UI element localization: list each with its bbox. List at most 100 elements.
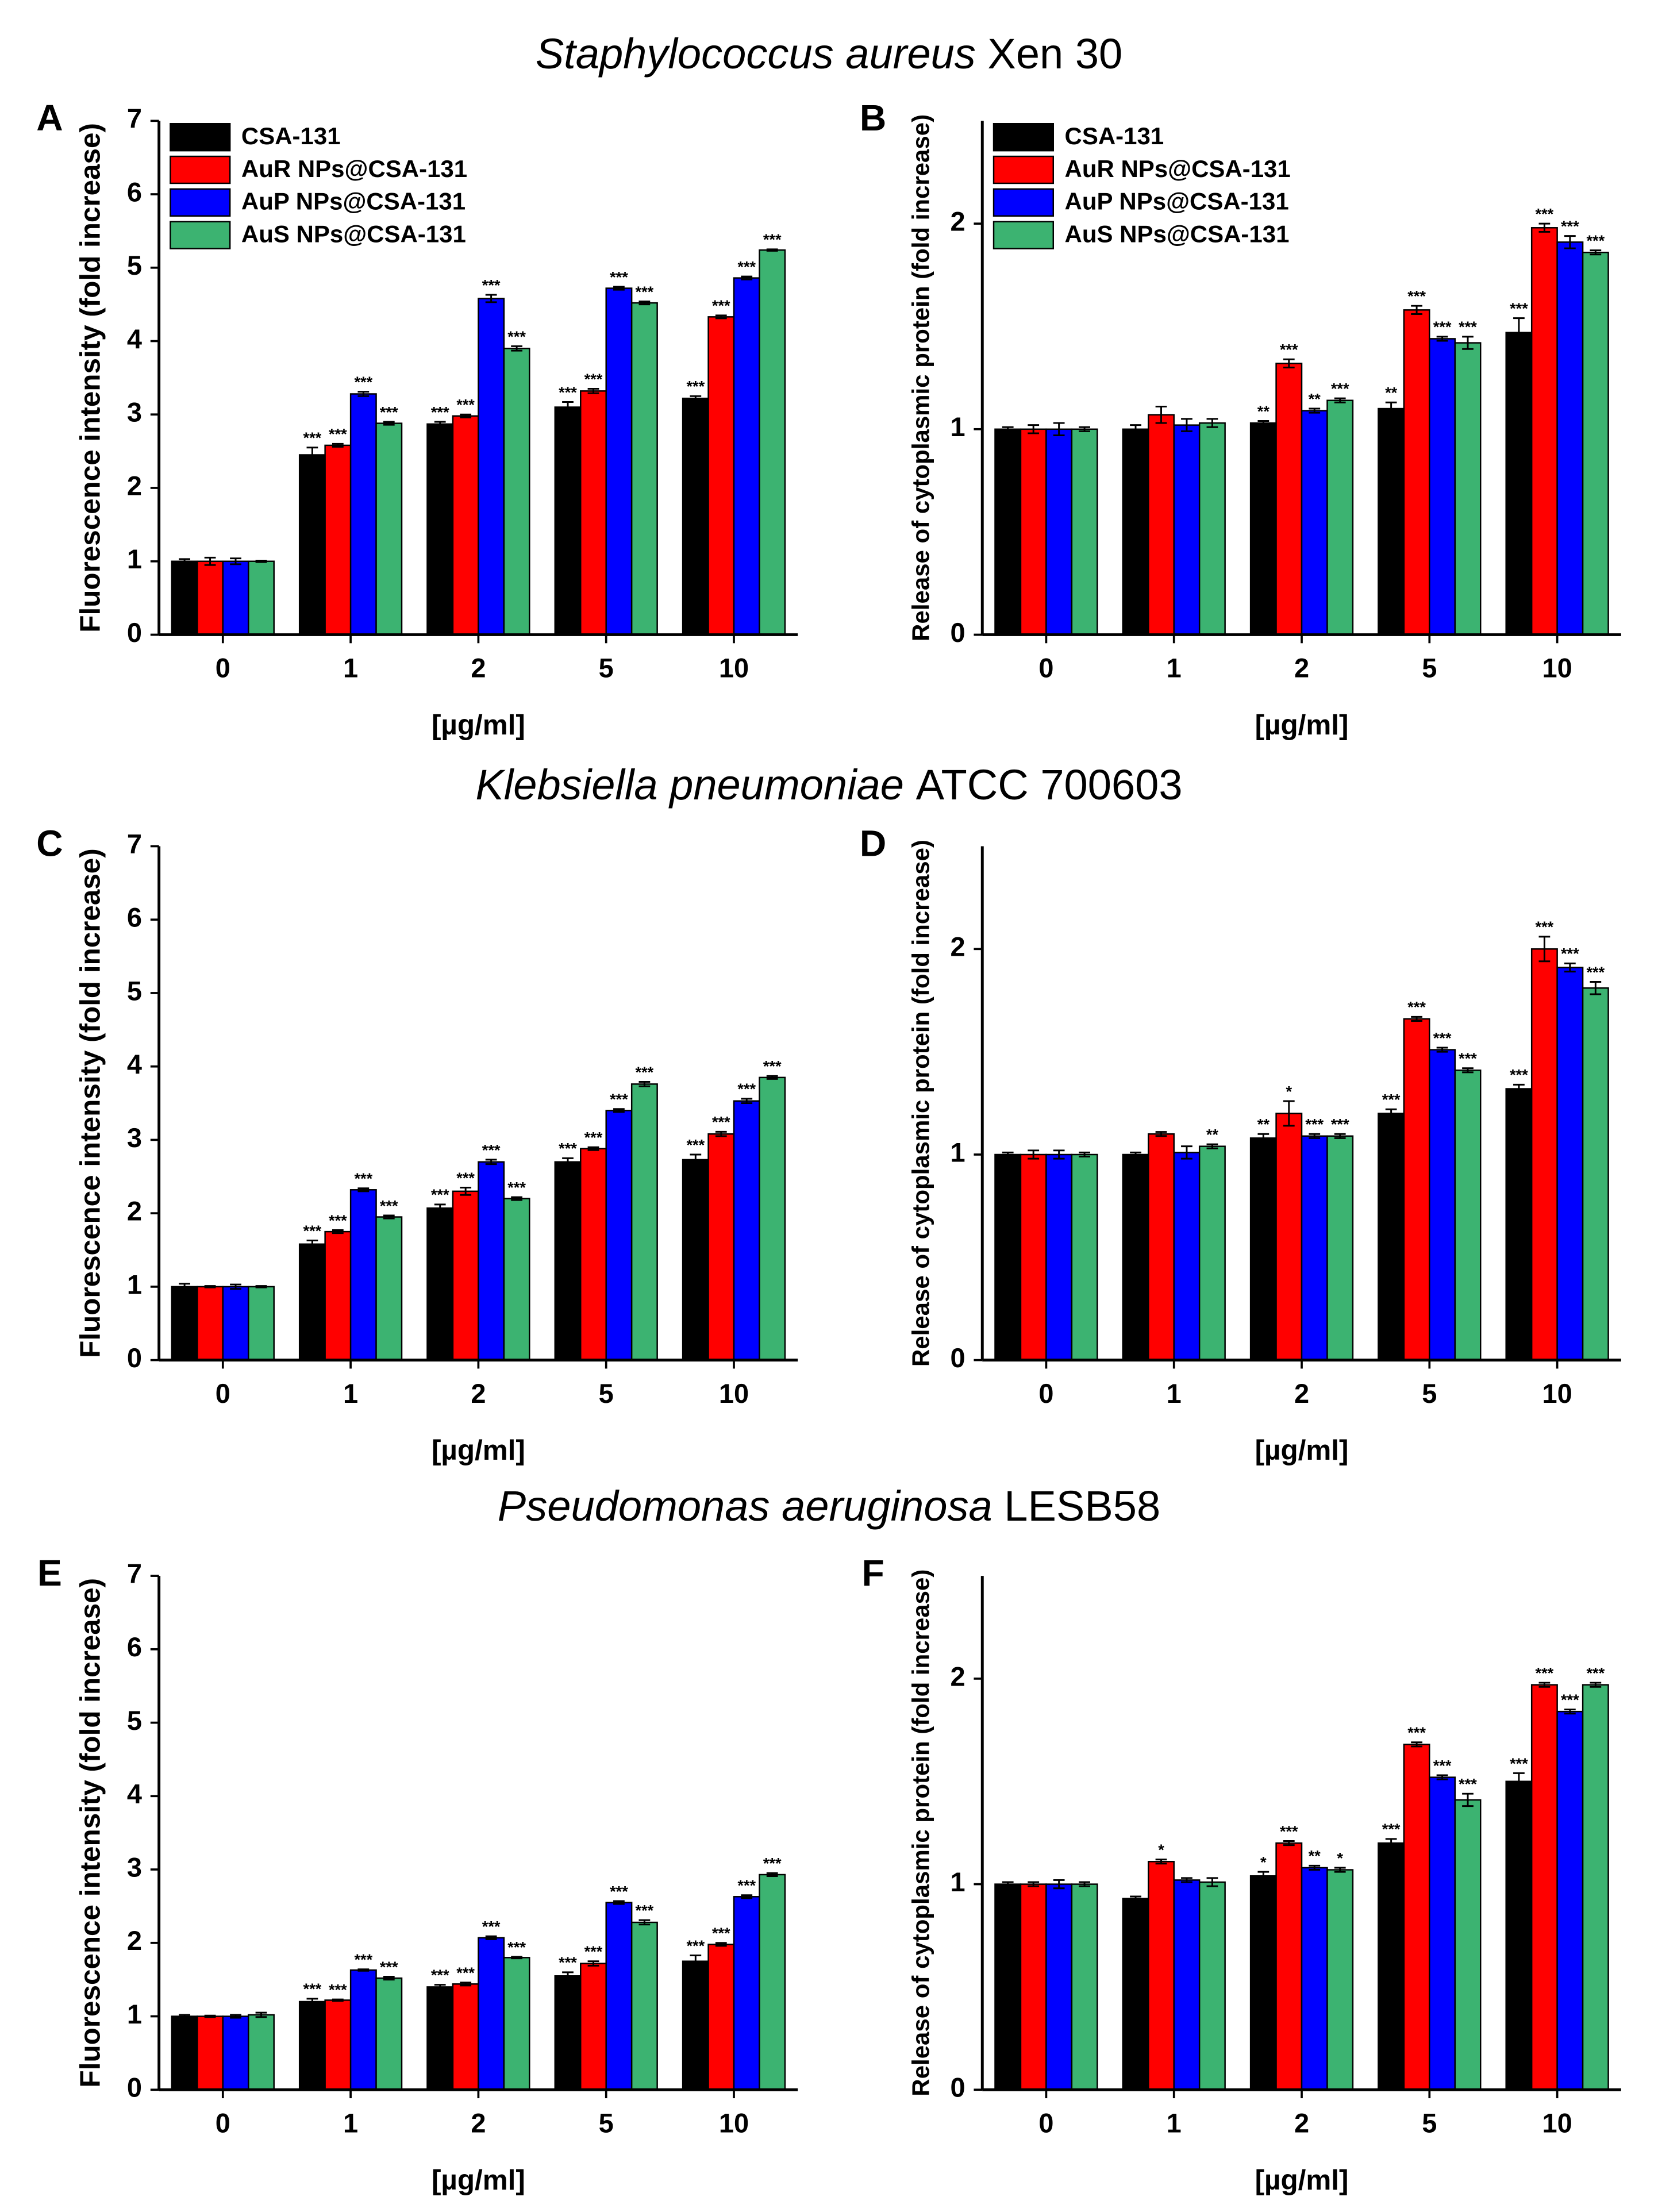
x-axis-label: [µg/ml] — [432, 709, 525, 741]
significance-label: *** — [1586, 963, 1605, 981]
significance-label: *** — [686, 1136, 705, 1153]
bar — [1198, 1145, 1226, 1361]
y-tick-label: 1 — [951, 412, 965, 442]
significance-label: *** — [1331, 1115, 1349, 1133]
bar — [349, 393, 377, 636]
error-bar — [332, 1998, 344, 2002]
group-title: Staphylococcus aureus Xen 30 — [536, 30, 1123, 78]
panel-letter: C — [36, 822, 63, 864]
significance-label: *** — [1407, 287, 1426, 305]
significance-label: *** — [636, 1063, 654, 1081]
error-bar — [1385, 1108, 1397, 1119]
significance-label: *** — [1433, 1756, 1452, 1774]
y-axis-label: Release of cytoplasmic protein (fold inc… — [907, 1569, 934, 2096]
y-tick-label: 2 — [127, 471, 142, 501]
error-bar — [511, 345, 522, 352]
error-bar — [1181, 1877, 1192, 1883]
significance-label: *** — [431, 1966, 449, 1984]
significance-label: *** — [380, 1197, 398, 1214]
error-bar — [587, 1960, 599, 1967]
error-bar — [485, 1935, 497, 1940]
x-tick-label: 10 — [1542, 653, 1572, 683]
significance-label: *** — [303, 1222, 322, 1240]
bar — [1045, 1883, 1073, 2091]
legend-label: CSA-131 — [1065, 122, 1164, 149]
significance-label: *** — [1407, 1724, 1426, 1741]
bar — [248, 1286, 275, 1361]
bar — [1275, 1113, 1303, 1361]
bar — [605, 1110, 633, 1361]
error-bar — [1002, 1151, 1014, 1158]
bar — [1301, 410, 1328, 636]
error-bar — [1411, 1741, 1422, 1748]
error-bar — [1564, 235, 1576, 249]
strain: Xen 30 — [987, 30, 1122, 78]
y-tick-label: 6 — [127, 903, 142, 933]
bar — [682, 397, 709, 636]
significance-label: *** — [737, 1876, 756, 1894]
error-bar — [357, 1187, 370, 1192]
significance-label: *** — [1280, 1822, 1298, 1840]
bar — [1556, 967, 1584, 1361]
bar — [1403, 1744, 1430, 2091]
bar — [1173, 1152, 1201, 1361]
error-bar — [587, 388, 599, 394]
x-tick-label: 5 — [1422, 653, 1437, 683]
error-bar — [587, 1146, 599, 1151]
bar — [349, 1189, 377, 1361]
bar — [1530, 948, 1558, 1361]
bar — [222, 560, 249, 636]
bar — [1173, 424, 1201, 636]
error-bar — [255, 2011, 267, 2018]
bar — [733, 277, 760, 636]
significance-label: *** — [1561, 217, 1579, 235]
significance-label: *** — [1331, 379, 1349, 397]
bar — [248, 2014, 275, 2091]
significance-label: *** — [380, 1958, 398, 1976]
x-tick-label: 5 — [1422, 1379, 1437, 1409]
significance-label: *** — [584, 1129, 603, 1147]
legend-swatch — [170, 188, 231, 217]
x-tick-label: 10 — [1542, 2108, 1572, 2138]
legend-swatch — [170, 221, 231, 249]
error-bar — [1309, 407, 1321, 414]
y-tick-label: 2 — [951, 207, 965, 237]
bar — [1198, 1881, 1226, 2091]
significance-label: *** — [303, 1980, 322, 1998]
error-bar — [638, 301, 651, 306]
bar — [707, 1133, 735, 1361]
bar — [1582, 987, 1609, 1361]
bar — [1454, 1799, 1482, 2091]
error-bar — [255, 559, 267, 563]
x-tick-label: 0 — [1038, 1379, 1053, 1409]
bar — [1148, 1860, 1175, 2091]
error-bar — [741, 275, 753, 280]
x-tick-label: 2 — [471, 1379, 486, 1409]
legend-swatch — [993, 221, 1055, 249]
error-bar — [1590, 249, 1602, 256]
error-bar — [1513, 317, 1525, 348]
error-bar — [230, 2014, 241, 2019]
error-bar — [434, 1203, 446, 1213]
error-bar — [1206, 1143, 1218, 1149]
significance-label: *** — [1536, 918, 1554, 936]
significance-label: *** — [763, 230, 782, 248]
bar — [324, 1230, 352, 1361]
significance-label: *** — [482, 1141, 501, 1159]
x-tick-label: 5 — [599, 1379, 614, 1409]
significance-label: *** — [380, 403, 398, 421]
bar — [554, 1975, 582, 2091]
error-bar — [1028, 1149, 1040, 1160]
bar — [375, 422, 403, 636]
bar — [630, 1921, 658, 2091]
significance-label: ** — [1257, 402, 1270, 420]
bar — [1148, 1133, 1175, 1361]
bar — [298, 2001, 326, 2091]
error-bar — [1538, 222, 1551, 233]
significance-label: *** — [1510, 1066, 1528, 1084]
y-tick-label: 1 — [127, 1999, 142, 2029]
bar — [1275, 363, 1303, 636]
bar — [503, 1198, 530, 1361]
bar — [1173, 1879, 1201, 2091]
significance-label: *** — [1382, 1820, 1401, 1838]
